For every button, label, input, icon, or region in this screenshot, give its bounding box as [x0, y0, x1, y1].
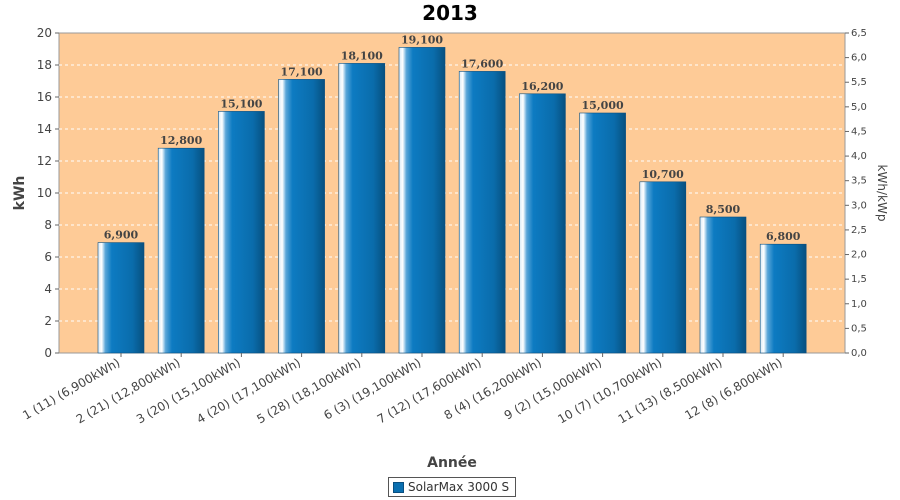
bars — [97, 47, 807, 354]
y-tick-label: 8 — [44, 218, 52, 232]
bar — [639, 181, 687, 354]
legend-label: SolarMax 3000 S — [408, 480, 510, 494]
bar — [458, 71, 506, 354]
x-axis-label: Année — [427, 455, 477, 471]
x-tick-label: 11 (13) (8,500kWh) — [616, 355, 725, 426]
bar — [218, 111, 265, 354]
x-tick-label: 6 (3) (19,100kWh) — [321, 355, 423, 422]
y-tick-label: 4 — [44, 282, 52, 296]
y-tick-label: 14 — [37, 122, 52, 136]
y-tick-label-right: 2,0 — [851, 250, 867, 261]
data-label: 6,800 — [766, 230, 801, 243]
y-axis-right: 0,0 0,5 1,0 1,5 2,0 2,5 3,0 3,5 4,0 4,5 5,0 5,5 6,0 6… — [845, 28, 867, 359]
x-tick-label: 5 (28) (18,100kWh) — [254, 355, 363, 426]
y-tick-label-right: 2,5 — [851, 225, 867, 236]
y-tick-label: 16 — [37, 90, 52, 104]
data-labels: 6,900 12,800 15,100 17,100 18,100 19,100 17,60… — [104, 33, 801, 243]
y-tick-label: 20 — [37, 26, 52, 40]
x-tick-label: 9 (2) (15,000kWh) — [502, 355, 604, 422]
data-label: 6,900 — [104, 229, 139, 242]
bar — [398, 47, 446, 354]
legend: SolarMax 3000 S — [388, 477, 517, 497]
x-tick-label: 7 (12) (17,600kWh) — [375, 355, 484, 426]
y-tick-label-right: 3,5 — [851, 176, 867, 187]
y-tick-label: 18 — [37, 58, 52, 72]
y-tick-label: 0 — [44, 346, 52, 360]
x-tick-label: 4 (20) (17,100kWh) — [194, 355, 303, 426]
legend-swatch — [393, 481, 404, 493]
y-tick-label-right: 0,0 — [851, 348, 867, 359]
x-tick-label: 1 (11) (6,900kWh) — [20, 355, 122, 422]
y-tick-label-right: 5,5 — [851, 77, 867, 88]
x-tick-label: 12 (8) (6,800kWh) — [682, 355, 784, 422]
y-axis-left: 0 2 4 6 8 10 12 14 16 18 20 — [37, 26, 59, 360]
bar — [278, 79, 325, 354]
y-tick-label: 10 — [37, 186, 52, 200]
bar — [699, 216, 747, 354]
bar — [519, 93, 566, 354]
chart-title: 2013 — [422, 1, 478, 25]
data-label: 16,200 — [521, 80, 563, 93]
y-tick-label: 6 — [44, 250, 52, 264]
data-label: 12,800 — [160, 134, 202, 147]
bar — [157, 147, 205, 354]
x-axis: 1 (11) (6,900kWh)2 (21) (12,800kWh)3 (20… — [20, 353, 785, 426]
data-label: 17,600 — [461, 57, 503, 70]
data-label: 10,700 — [642, 168, 684, 181]
y-axis-label: kWh — [12, 176, 28, 211]
y-tick-label: 12 — [37, 154, 52, 168]
data-label: 8,500 — [706, 203, 741, 216]
x-tick-label: 3 (20) (15,100kWh) — [134, 355, 243, 426]
data-label: 18,100 — [341, 49, 383, 62]
y-tick-label-right: 1,0 — [851, 299, 867, 310]
y-tick-label-right: 6,5 — [851, 28, 867, 39]
y-tick-label: 2 — [44, 314, 52, 328]
y-axis-label-right: kWh/kWp — [875, 165, 889, 222]
x-tick-label: 2 (21) (12,800kWh) — [74, 355, 183, 426]
bar — [759, 243, 807, 354]
data-label: 17,100 — [281, 65, 323, 78]
x-tick-label: 10 (7) (10,700kWh) — [555, 355, 664, 426]
bar — [97, 242, 145, 354]
bar — [338, 63, 386, 354]
y-tick-label-right: 5,0 — [851, 102, 867, 113]
y-tick-label-right: 0,5 — [851, 323, 867, 334]
y-tick-label-right: 4,5 — [851, 126, 867, 137]
y-tick-label-right: 1,5 — [851, 274, 867, 285]
data-label: 19,100 — [401, 33, 443, 46]
y-tick-label-right: 6,0 — [851, 53, 867, 64]
bar — [579, 112, 626, 354]
data-label: 15,100 — [220, 97, 262, 110]
data-label: 15,000 — [582, 99, 624, 112]
y-tick-label-right: 4,0 — [851, 151, 867, 162]
y-tick-label-right: 3,0 — [851, 200, 867, 211]
x-tick-label: 8 (4) (16,200kWh) — [442, 355, 544, 422]
